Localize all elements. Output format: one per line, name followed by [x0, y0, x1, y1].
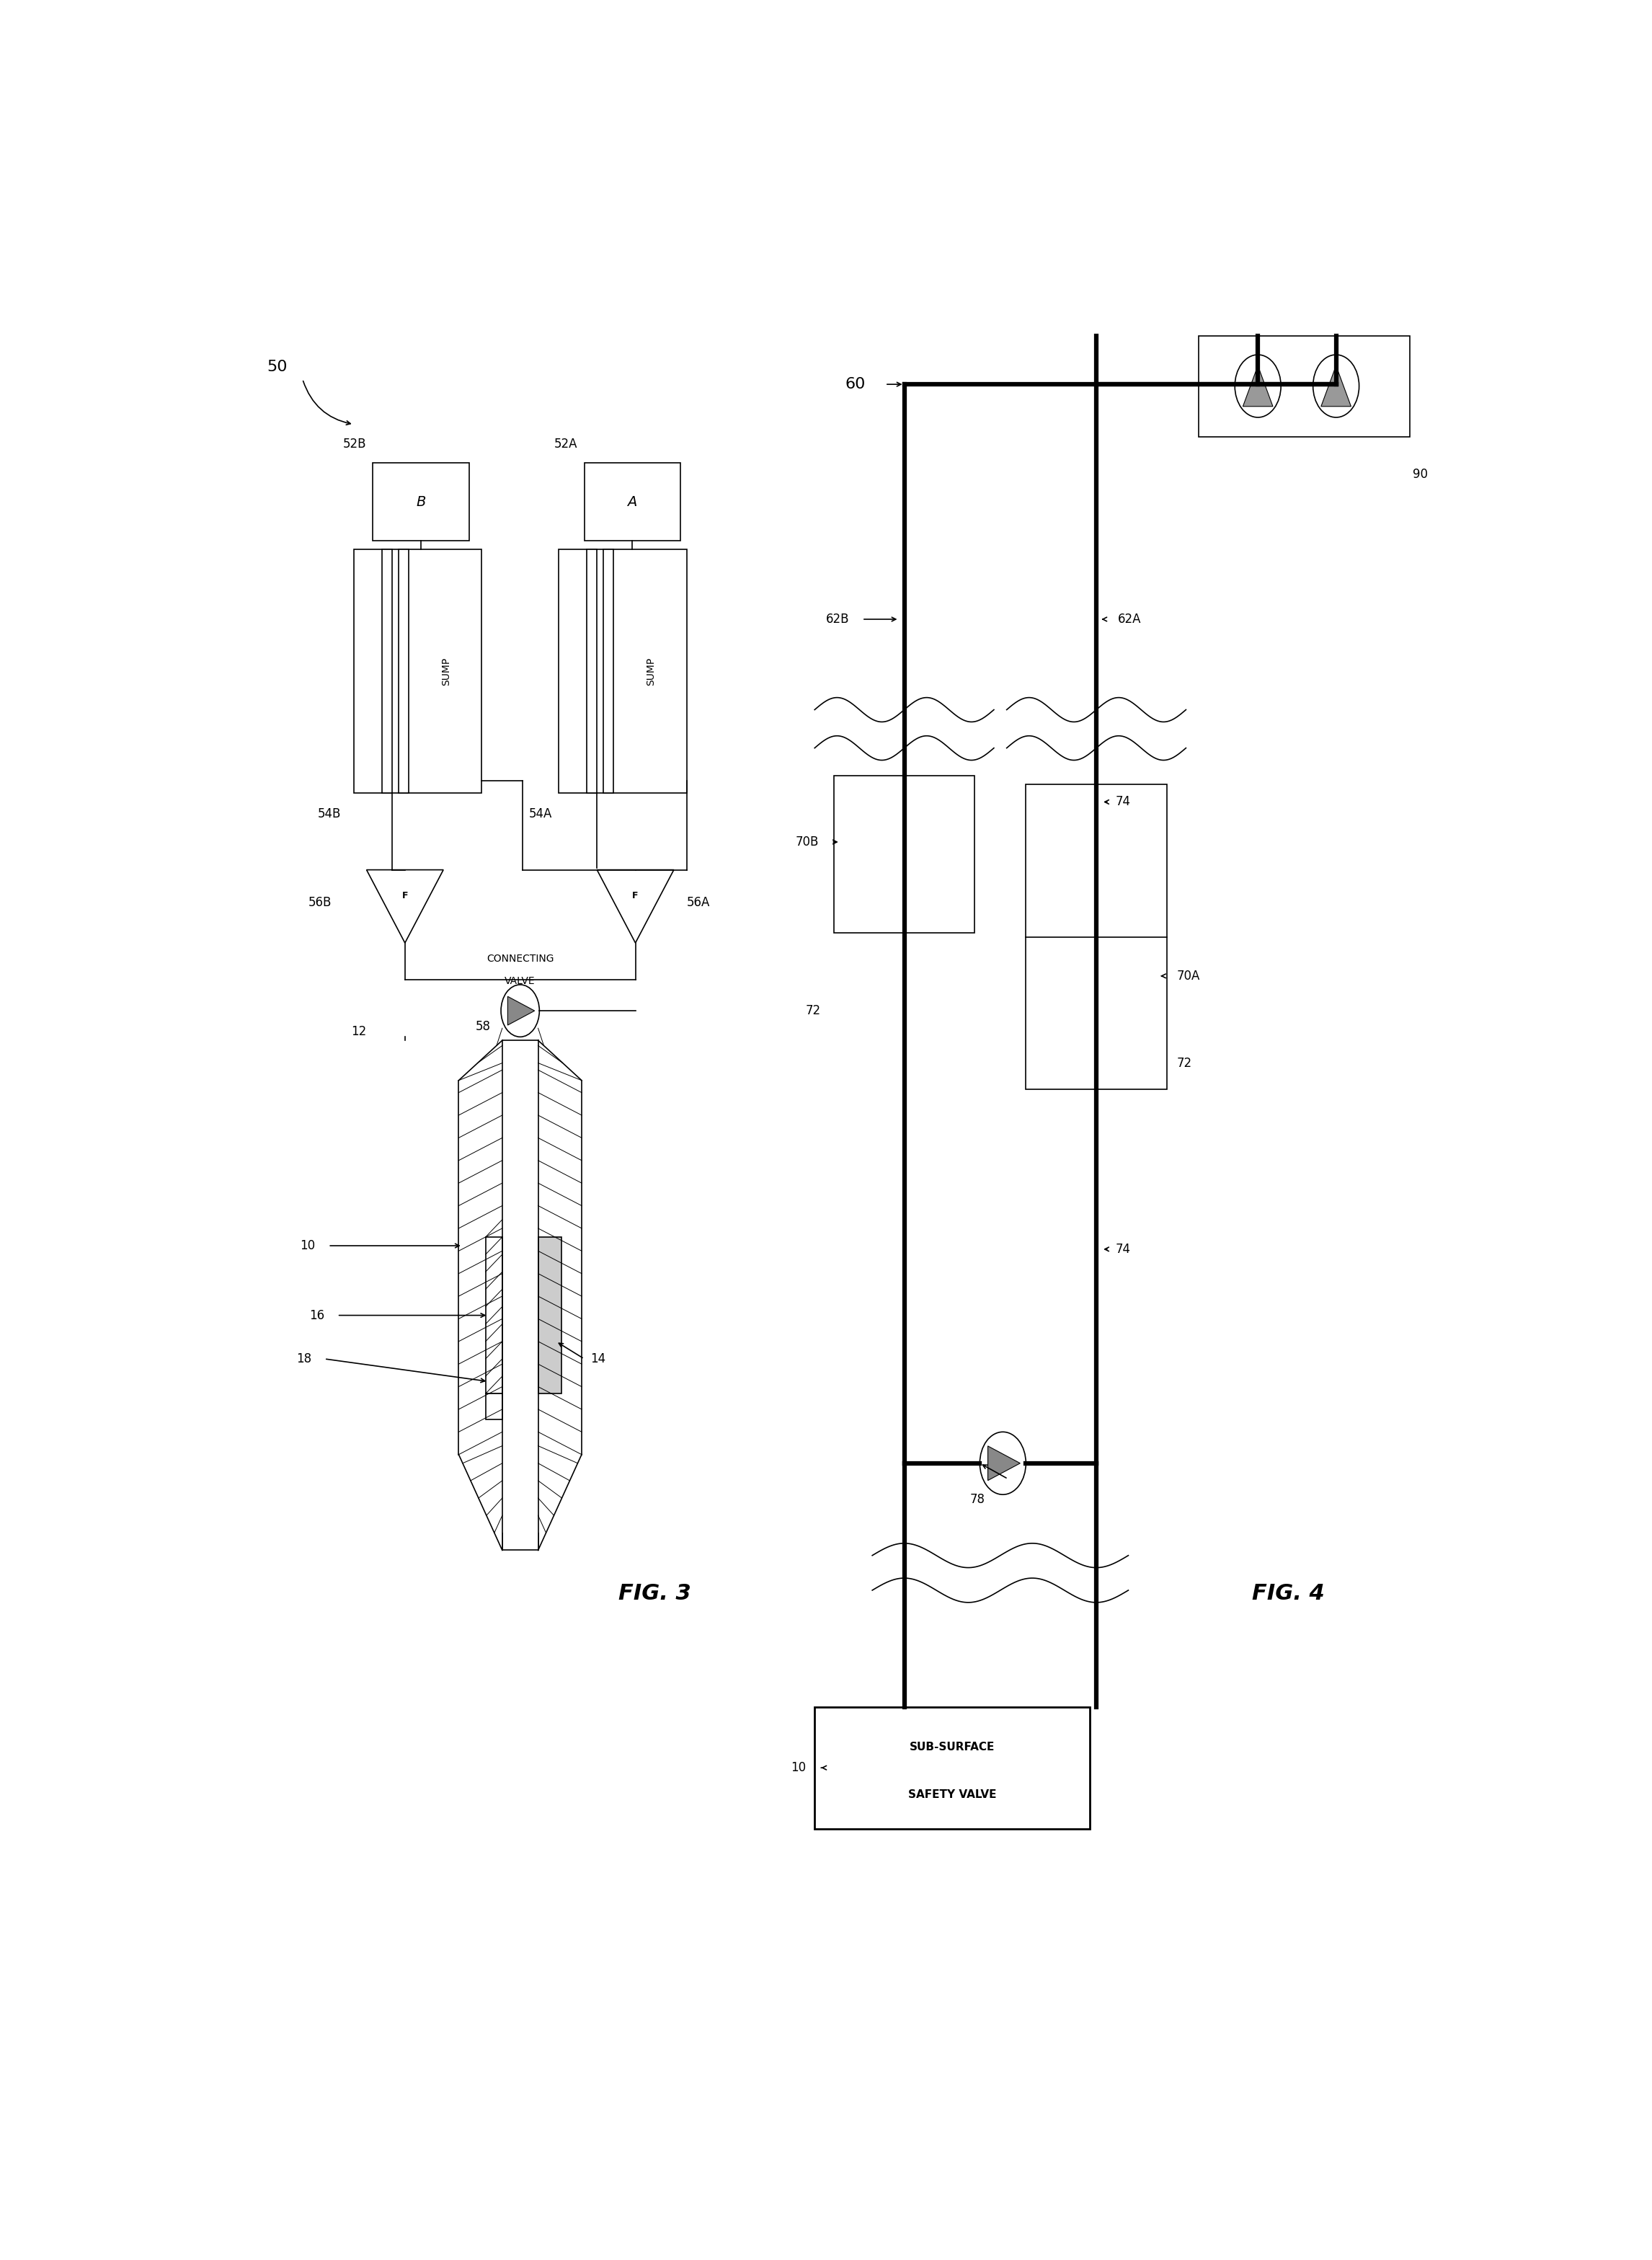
Bar	[558, 549, 687, 793]
Text: 52A: 52A	[555, 438, 578, 450]
Text: SAFETY VALVE: SAFETY VALVE	[909, 1790, 996, 1799]
Polygon shape	[988, 1446, 1021, 1480]
Text: SUB-SURFACE: SUB-SURFACE	[910, 1742, 995, 1751]
Text: 78: 78	[970, 1494, 985, 1505]
Text: 50: 50	[266, 359, 287, 375]
Text: 16: 16	[309, 1309, 324, 1322]
Circle shape	[1313, 355, 1360, 418]
Text: SUMP: SUMP	[646, 658, 656, 685]
Text: 52B: 52B	[344, 438, 367, 450]
Text: F: F	[401, 890, 408, 902]
Text: 54B: 54B	[317, 807, 340, 820]
Text: 58: 58	[476, 1019, 491, 1033]
Bar	[382, 549, 392, 793]
Circle shape	[980, 1433, 1026, 1494]
Bar	[486, 1394, 502, 1419]
Text: 56B: 56B	[309, 897, 332, 909]
Bar	[1026, 784, 1166, 1089]
Bar	[539, 1236, 562, 1394]
Bar	[398, 549, 408, 793]
Bar	[814, 1706, 1090, 1828]
Circle shape	[501, 985, 540, 1037]
Bar	[603, 549, 613, 793]
Text: 90: 90	[1412, 468, 1427, 481]
Text: 60: 60	[846, 377, 866, 391]
Text: 14: 14	[591, 1351, 606, 1365]
Text: F: F	[633, 890, 638, 902]
Text: 62A: 62A	[1118, 612, 1142, 626]
Bar	[586, 549, 596, 793]
Text: CONNECTING: CONNECTING	[486, 954, 553, 963]
Text: A: A	[628, 495, 638, 509]
Bar	[354, 549, 482, 793]
Circle shape	[1234, 355, 1280, 418]
Text: 18: 18	[296, 1351, 312, 1365]
Text: VALVE: VALVE	[506, 976, 535, 985]
Bar	[373, 463, 469, 540]
Polygon shape	[507, 997, 535, 1026]
Bar	[1199, 334, 1411, 436]
Polygon shape	[367, 870, 443, 942]
Text: FIG. 4: FIG. 4	[1252, 1584, 1325, 1605]
Text: FIG. 3: FIG. 3	[618, 1584, 691, 1605]
Text: B: B	[416, 495, 426, 509]
Text: 70A: 70A	[1176, 970, 1201, 983]
Bar	[834, 775, 975, 933]
Text: 70B: 70B	[795, 836, 818, 847]
Text: 74: 74	[1115, 796, 1130, 809]
Text: 56A: 56A	[687, 897, 710, 909]
Polygon shape	[1242, 366, 1272, 407]
Text: 10: 10	[790, 1761, 806, 1774]
Bar	[585, 463, 681, 540]
Polygon shape	[1322, 366, 1351, 407]
Text: 72: 72	[806, 1003, 821, 1017]
Text: 12: 12	[352, 1026, 367, 1037]
Text: SUMP: SUMP	[441, 658, 451, 685]
Text: 72: 72	[1176, 1055, 1193, 1069]
Text: 54A: 54A	[529, 807, 552, 820]
Text: 10: 10	[301, 1238, 316, 1252]
Text: 62B: 62B	[826, 612, 849, 626]
Polygon shape	[596, 870, 674, 942]
Text: 74: 74	[1115, 1243, 1130, 1257]
Bar	[486, 1236, 502, 1394]
